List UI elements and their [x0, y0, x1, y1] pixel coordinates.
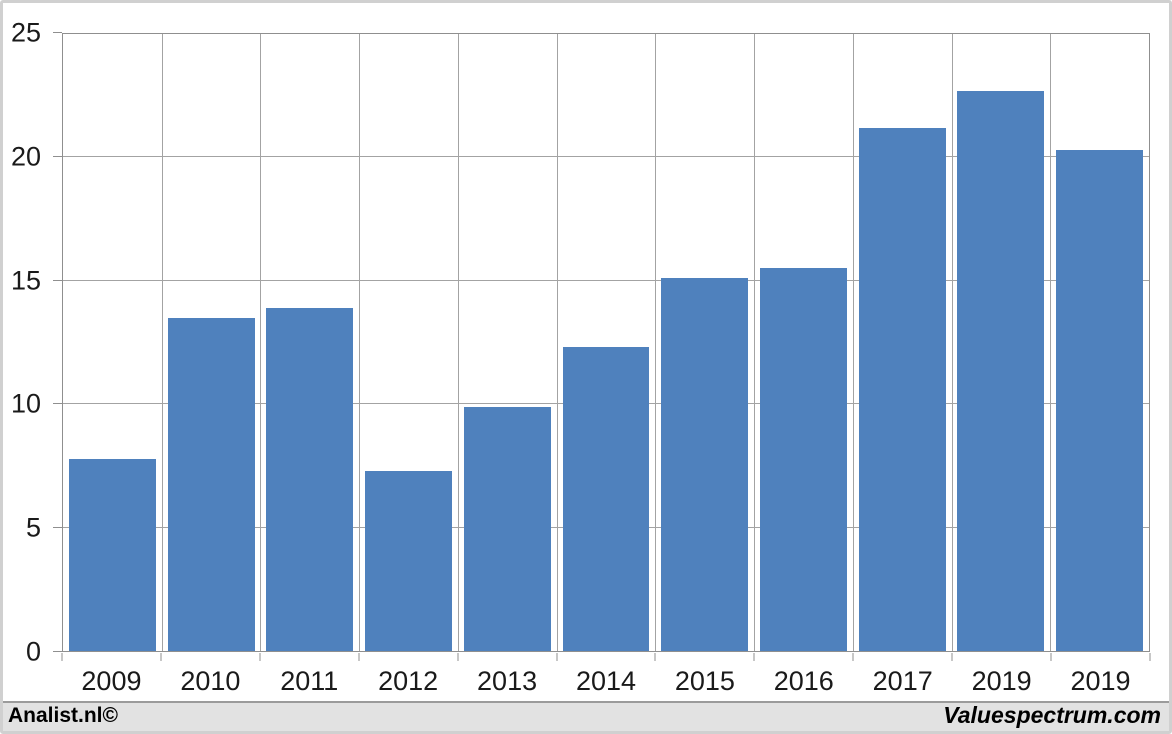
y-tick: [53, 155, 62, 157]
x-tick: [1050, 653, 1052, 661]
x-tick-label: 2011: [280, 666, 339, 696]
footer-bar: Analist.nl© Valuespectrum.com: [3, 701, 1169, 731]
v-gridline: [951, 34, 953, 651]
x-tick: [852, 653, 854, 661]
y-tick: [53, 32, 62, 33]
x-tick-label: 2019: [1070, 666, 1131, 696]
v-gridline: [260, 34, 262, 651]
x-tick: [556, 653, 558, 661]
y-tick-label: 20: [10, 141, 41, 172]
bar: [365, 470, 452, 651]
h-gridline: [63, 279, 1149, 281]
bar: [661, 278, 749, 651]
x-tick-label: 2016: [773, 666, 834, 696]
y-tick-label: 5: [25, 512, 41, 543]
bar: [858, 127, 946, 651]
v-gridline: [852, 34, 854, 651]
analist-credit: Analist.nl©: [8, 703, 118, 727]
y-tick-label: 10: [10, 388, 41, 419]
bar: [463, 406, 551, 651]
x-tick-label: 2009: [81, 666, 142, 696]
y-axis: 0 5 10 15 20 25: [3, 19, 62, 665]
y-tick: [53, 651, 62, 652]
x-tick: [259, 653, 261, 661]
x-tick: [753, 653, 755, 661]
bar: [68, 458, 156, 651]
x-tick: [951, 653, 953, 661]
bar: [266, 307, 354, 651]
x-tick-label: 2010: [180, 666, 241, 696]
bar: [562, 347, 650, 651]
v-gridline: [161, 34, 163, 651]
y-tick: [53, 527, 62, 529]
x-tick-label: 2017: [872, 666, 933, 696]
y-tick-label: 0: [25, 636, 41, 667]
v-gridline: [457, 34, 459, 651]
x-tick: [457, 653, 459, 661]
y-tick-label: 15: [10, 265, 41, 296]
valuespectrum-credit: Valuespectrum.com: [943, 702, 1161, 728]
x-tick: [1149, 653, 1151, 661]
y-tick: [53, 279, 62, 281]
x-tick-label: 2015: [674, 666, 735, 696]
x-tick-label: 2012: [378, 666, 439, 696]
x-tick-label: 2019: [971, 666, 1032, 696]
bar: [1056, 150, 1144, 651]
x-axis-labels: 2009 2010 2011 2012 2013 2014 2015 2016 2017 2019…: [62, 659, 1150, 703]
bar: [957, 90, 1045, 651]
x-tick: [160, 653, 162, 661]
x-tick: [61, 653, 63, 661]
x-tick: [654, 653, 656, 661]
bar: [760, 268, 847, 651]
v-gridline: [556, 34, 558, 651]
h-gridline: [63, 156, 1149, 158]
x-axis-ticks: [61, 653, 1151, 661]
x-tick-label: 2013: [477, 666, 538, 696]
v-gridline: [754, 34, 756, 651]
plot-area: [62, 33, 1150, 652]
v-gridline: [359, 34, 361, 651]
x-tick-label: 2014: [575, 666, 637, 696]
y-tick-label: 25: [10, 17, 41, 48]
v-gridline: [655, 34, 657, 651]
bar: [167, 317, 255, 651]
x-tick: [358, 653, 360, 661]
y-tick: [53, 403, 62, 405]
v-gridline: [1050, 34, 1052, 651]
